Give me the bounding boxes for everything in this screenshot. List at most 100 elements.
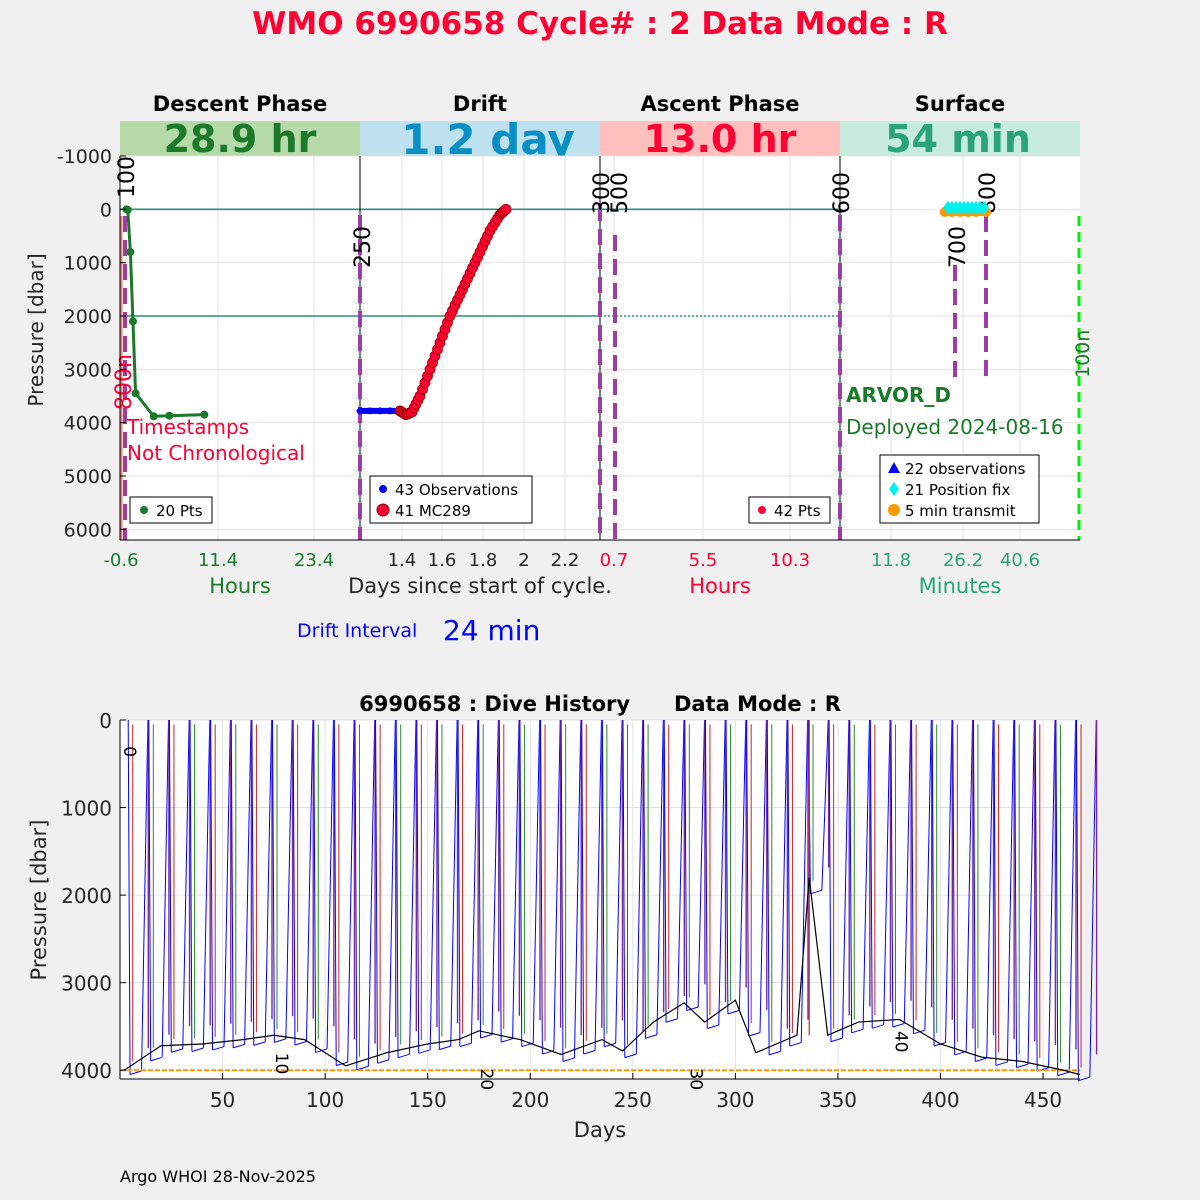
dive-ascent-trace: [1027, 719, 1035, 1065]
ascent-phase-title: Ascent Phase: [641, 92, 800, 116]
drift-x-tick: 2: [518, 550, 529, 571]
surface-position-fix: [979, 200, 989, 215]
dive-ascent-trace: [594, 719, 602, 1051]
dive-drift-trace: [830, 1037, 843, 1043]
surface-duration-band: [840, 121, 1080, 156]
bottom-x-tick-label: 350: [819, 1088, 857, 1112]
dive-ascent-trace: [429, 719, 438, 1050]
surface-x-ticks: 11.8 26.2 40.6: [871, 550, 1040, 571]
surface-series: [939, 200, 991, 217]
descent-point: [200, 410, 209, 419]
dive-descent-trace: [972, 719, 976, 1062]
dive-descent-trace: [540, 719, 543, 1055]
drift-legend-obs-label: 43 Observations: [395, 481, 518, 499]
dive-ascent-trace: [223, 719, 231, 1047]
top-y-tick-label: 2000: [64, 306, 112, 328]
top-y-ticks: -1000 0 1000 2000 3000 4000 5000 6000: [57, 146, 126, 541]
dive-descent-trace: [519, 719, 523, 1047]
dive-drift-trace: [727, 1009, 740, 1015]
dive-descent-trace: [127, 719, 131, 1075]
top-y-tick-label: 4000: [64, 413, 112, 435]
dive-drift-trace: [150, 1056, 163, 1062]
cycle-number-label: 10: [271, 1053, 291, 1075]
dive-ascent-trace: [965, 719, 974, 1052]
descent-legend-marker: [140, 506, 148, 514]
dive-drift-trace: [768, 1050, 781, 1056]
dive-ascent-trace: [553, 719, 561, 1051]
dive-ascent-trace: [800, 719, 809, 1043]
dive-descent-trace: [375, 719, 378, 1064]
top-y-tick-label: 6000: [64, 519, 112, 541]
dive-descent-trace: [849, 719, 853, 1033]
bottom-y-tick-label: 3000: [61, 972, 112, 996]
ascent-x-tick: 10.3: [770, 550, 810, 571]
marker-label-250: 250: [351, 226, 376, 268]
dive-ascent-trace: [656, 719, 664, 1035]
ascent-legend-marker: [758, 506, 766, 514]
drift-phase-title: Drift: [453, 92, 507, 116]
dive-descent-trace: [746, 719, 750, 1037]
dive-descent-trace: [601, 719, 605, 1047]
ascent-legend-box: [748, 496, 831, 524]
dive-drift-trace: [604, 1042, 616, 1048]
dive-ascent-trace: [986, 719, 994, 1059]
descent-series: [122, 205, 209, 421]
dive-descent-trace: [395, 719, 399, 1058]
dive-drift-trace: [995, 1061, 1008, 1066]
bottom-x-tick-label: 100: [306, 1088, 344, 1112]
dive-descent-trace: [1076, 719, 1079, 1081]
dive-descent-trace: [828, 719, 832, 1042]
top-y-tick-label: 5000: [64, 466, 112, 488]
dive-ascent-trace: [862, 719, 870, 1030]
bottom-x-tick-label: 250: [614, 1088, 652, 1112]
dive-ascent-trace: [450, 719, 458, 1047]
bottom-y-tick-label: 0: [99, 709, 112, 733]
bottom-x-tick-label: 450: [1024, 1088, 1062, 1112]
dive-ascent-trace: [677, 719, 685, 1019]
surface-unit-label: Minutes: [919, 574, 1002, 598]
bottom-x-axis-label: Days: [574, 1118, 626, 1142]
dive-drift-trace: [191, 1047, 204, 1052]
marker-label-500: 500: [608, 172, 633, 214]
dive-descent-trace: [890, 719, 894, 1028]
dive-descent-trace: [704, 719, 708, 1029]
float-type: ARVOR_D: [846, 383, 951, 407]
surface-x-tick: 40.6: [1000, 550, 1040, 571]
dive-ascent-trace: [161, 719, 170, 1058]
ascent-x-tick: 5.5: [689, 550, 718, 571]
dive-descent-trace: [684, 719, 688, 1011]
dive-ascent-trace: [635, 719, 644, 1055]
dive-descent-trace: [993, 719, 997, 1066]
surface-phase-title: Surface: [915, 92, 1005, 116]
bottom-y-ticks: 0 1000 2000 3000 4000: [61, 709, 126, 1083]
dive-descent-trace: [498, 719, 502, 1043]
drift-legend: 43 Observations 41 MC289: [369, 475, 533, 524]
top-y-tick-label: 0: [100, 199, 112, 221]
dive-descent-trace: [333, 719, 337, 1066]
dive-drift-trace: [975, 1057, 987, 1062]
dive-drift-trace: [294, 1040, 307, 1046]
drift-x-ticks: 1.4 1.6 1.8 2 2.2: [388, 550, 580, 571]
descent-x-tick: 23.4: [294, 550, 334, 571]
event-markers: [123, 205, 988, 540]
dive-drift-trace: [624, 1053, 637, 1059]
dive-drift-trace: [707, 1024, 719, 1029]
drift-duration-band: [360, 121, 600, 156]
dive-descent-trace: [663, 719, 667, 1023]
dive-descent-trace: [313, 719, 317, 1053]
dive-drift-trace: [274, 1038, 286, 1043]
descent-point: [126, 248, 135, 256]
dive-descent-trace: [168, 719, 172, 1053]
drift-x-tick: 2.2: [551, 550, 580, 571]
surface-legend-obs-marker: [888, 462, 900, 473]
surface-legend-box: [879, 454, 1040, 524]
dive-drift-trace: [913, 1029, 926, 1035]
surface-x-tick: 26.2: [943, 550, 983, 571]
dive-drift-trace: [810, 889, 822, 895]
dive-ascent-trace: [388, 719, 396, 1060]
dive-drift-trace: [1078, 1076, 1090, 1082]
dive-drift-trace: [789, 1042, 802, 1047]
dive-ascent-trace: [305, 719, 314, 1042]
surface-legend-fix-marker: [889, 482, 899, 496]
drift-interval-label: Drift Interval: [297, 620, 417, 642]
